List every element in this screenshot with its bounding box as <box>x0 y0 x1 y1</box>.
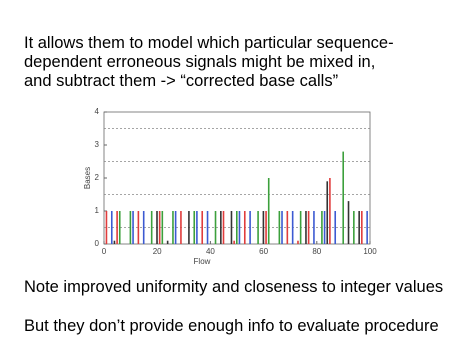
bar <box>366 211 368 244</box>
x-tick-label: 0 <box>102 247 107 256</box>
bar <box>278 211 281 244</box>
bar <box>353 211 355 244</box>
y-axis-label: Bases <box>83 167 92 189</box>
bar <box>297 240 299 244</box>
bar <box>305 211 307 244</box>
y-tick-label: 2 <box>95 173 100 182</box>
bar <box>291 211 294 244</box>
bar <box>238 211 241 244</box>
bar <box>142 211 145 244</box>
bar <box>230 211 233 244</box>
bar <box>158 211 161 244</box>
y-tick-label: 3 <box>95 140 100 149</box>
bar <box>281 211 283 244</box>
x-tick-label: 100 <box>363 247 377 256</box>
bar <box>265 211 267 244</box>
bar <box>358 211 360 244</box>
bar <box>299 211 302 244</box>
bar <box>243 211 246 244</box>
bar <box>262 211 265 244</box>
bar <box>180 211 182 244</box>
y-tick-label: 0 <box>95 239 100 248</box>
bar <box>132 211 134 244</box>
text-line: and subtract them -> “corrected base cal… <box>24 72 339 90</box>
x-tick-label: 40 <box>206 247 215 256</box>
bar <box>220 211 222 244</box>
bar <box>321 211 323 244</box>
bar <box>334 211 337 244</box>
bar <box>313 211 315 244</box>
bar <box>116 211 118 244</box>
bar <box>329 178 331 244</box>
bar <box>222 211 225 244</box>
x-axis-label: Flow <box>194 257 211 266</box>
bar <box>286 211 289 244</box>
bar <box>257 211 259 244</box>
bar <box>206 211 209 244</box>
x-tick-label: 20 <box>153 247 162 256</box>
x-tick-label: 80 <box>312 247 321 256</box>
bar <box>188 211 190 244</box>
bar <box>156 211 158 244</box>
bar <box>150 211 153 244</box>
bar <box>236 211 238 244</box>
bar <box>361 211 363 244</box>
bar <box>113 240 116 244</box>
bar <box>129 211 132 244</box>
bar <box>342 151 344 244</box>
text-line: It allows them to model which particular… <box>24 34 394 52</box>
bar <box>196 211 198 244</box>
x-tick-label: 60 <box>259 247 268 256</box>
bar <box>161 211 164 244</box>
y-tick-label: 1 <box>95 206 100 215</box>
note: Note improved uniformity and closeness t… <box>24 278 444 296</box>
bar <box>110 211 113 244</box>
bar <box>201 211 204 244</box>
bar <box>174 211 177 244</box>
bar <box>137 211 140 244</box>
bar <box>105 211 108 244</box>
bar <box>166 240 169 244</box>
bar <box>214 211 217 244</box>
text-line: dependent erroneous signals might be mix… <box>24 53 376 71</box>
note: But they don’t provide enough info to ev… <box>24 317 439 335</box>
bar <box>307 211 310 244</box>
bar <box>172 211 174 244</box>
bar <box>347 201 350 244</box>
bar <box>233 240 235 244</box>
bar <box>249 211 251 244</box>
bar <box>267 178 270 244</box>
y-tick-label: 4 <box>95 107 100 116</box>
bar <box>323 211 326 244</box>
bar <box>193 211 196 244</box>
bar <box>118 211 121 244</box>
bar <box>326 181 329 244</box>
